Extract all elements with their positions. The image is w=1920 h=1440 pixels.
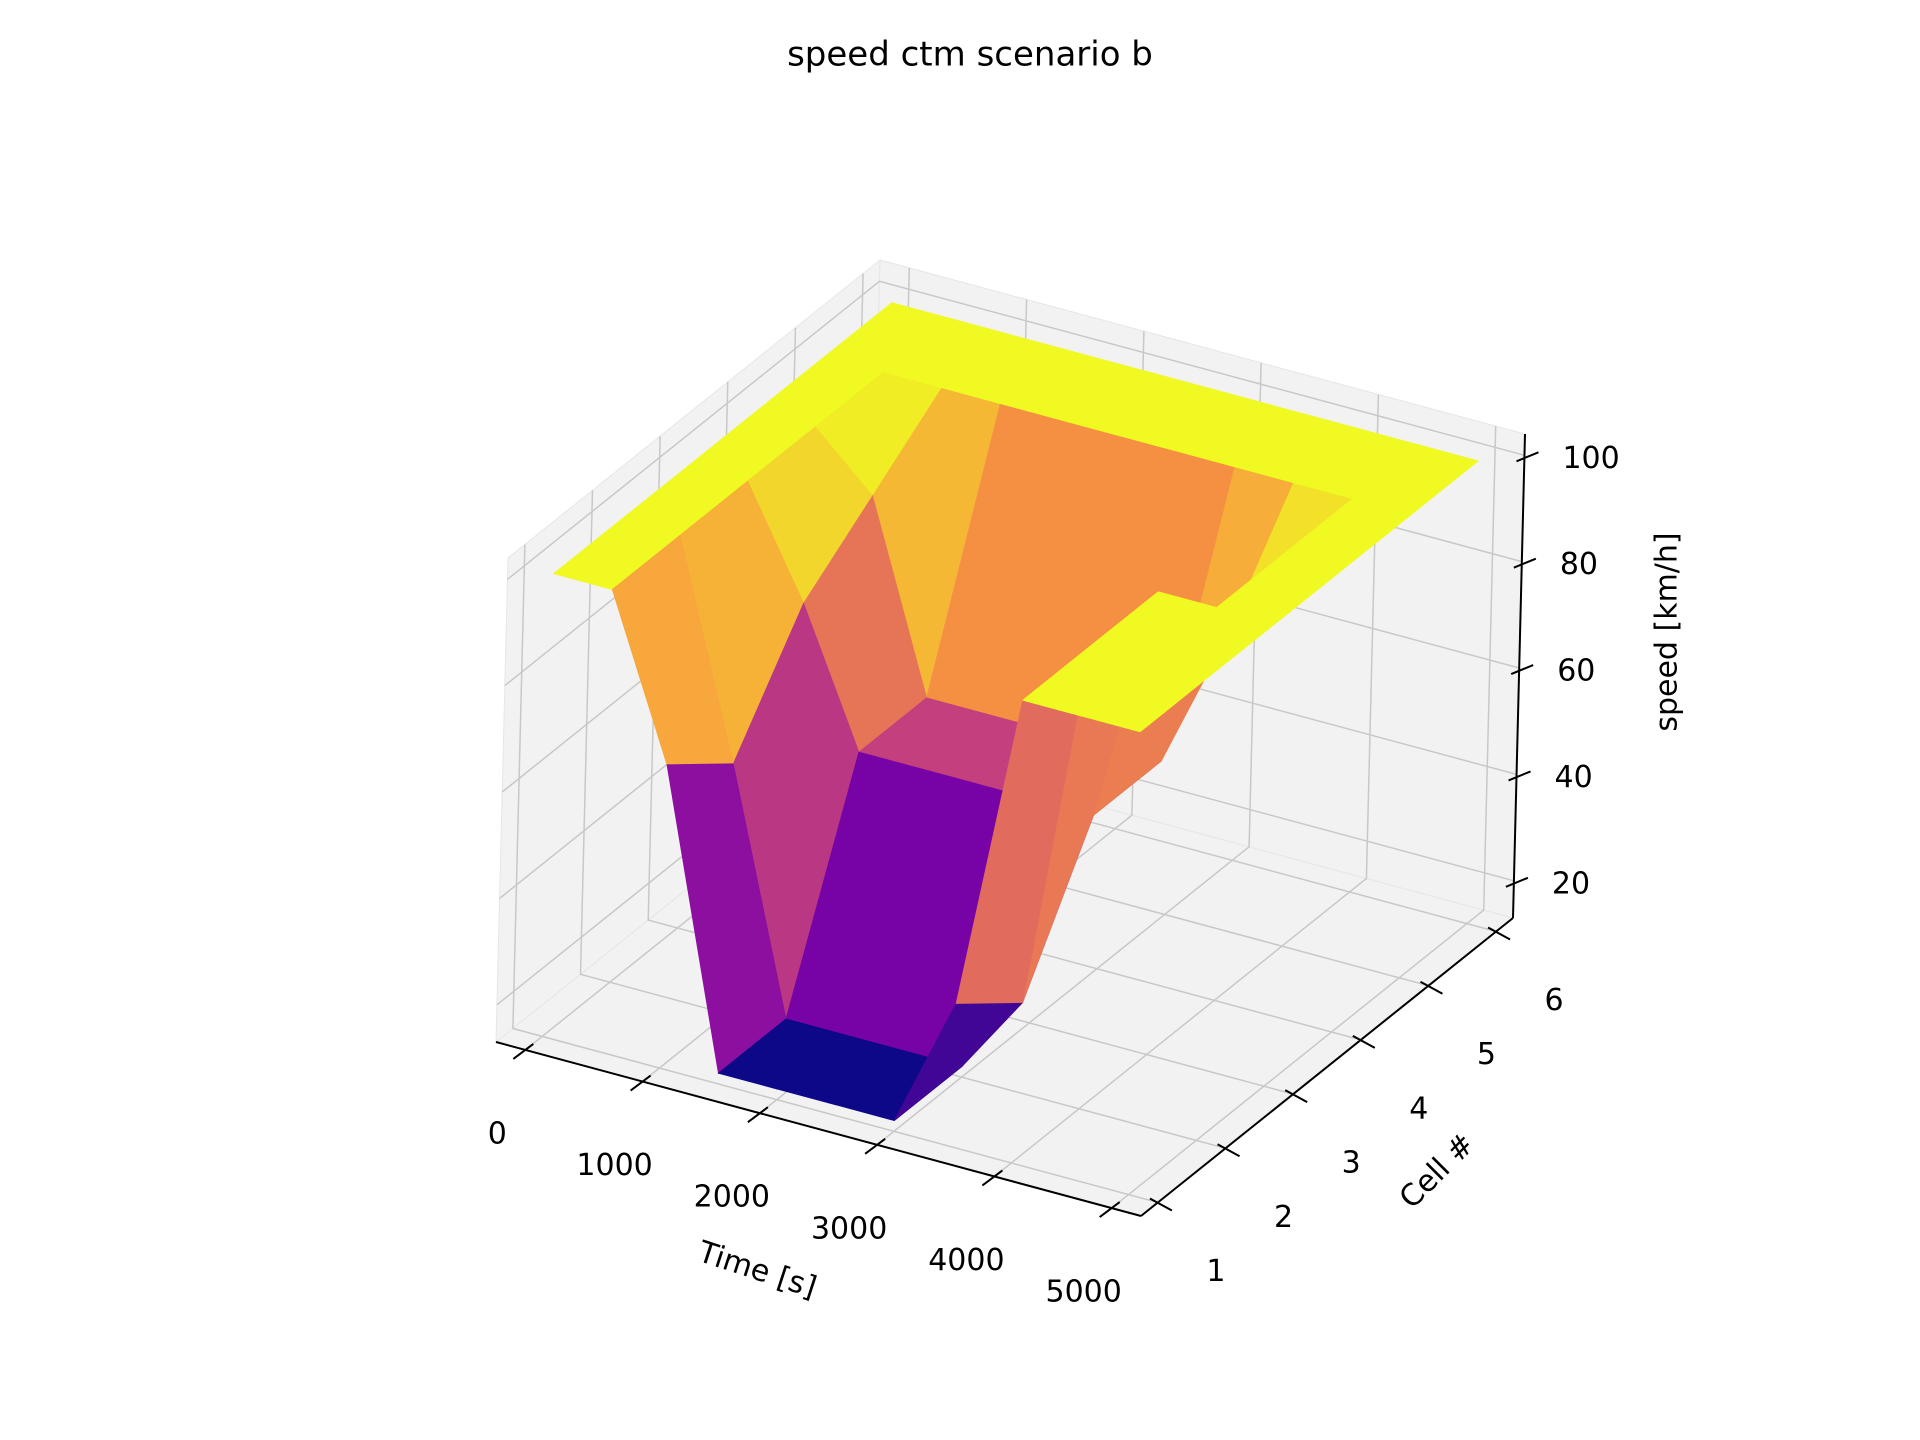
- y-axis-label: Cell #: [1393, 1127, 1482, 1216]
- y-tick-label: 6: [1545, 983, 1564, 1018]
- y-tick: [1419, 980, 1443, 995]
- grid-line: [1111, 426, 1497, 1209]
- z-axis-label: speed [km/h]: [1650, 532, 1685, 731]
- x-tick: [864, 1138, 886, 1155]
- y-tick-label: 5: [1477, 1037, 1496, 1072]
- z-tick: [1508, 770, 1531, 782]
- grid-line: [507, 280, 1525, 580]
- x-tick-label: 1000: [576, 1148, 652, 1183]
- x-tick: [747, 1106, 769, 1123]
- x-tick-label: 0: [488, 1116, 507, 1151]
- y-tick: [1284, 1089, 1308, 1103]
- y-axis-line: [1140, 917, 1514, 1217]
- z-axis-line: [1512, 433, 1526, 919]
- x-tick-label: 3000: [811, 1211, 887, 1246]
- z-tick: [1516, 451, 1539, 463]
- x-tick-label: 2000: [694, 1180, 770, 1215]
- z-tick: [1513, 557, 1537, 569]
- z-tick: [1510, 664, 1534, 675]
- y-tick: [1217, 1143, 1241, 1158]
- chart-title: speed ctm scenario b: [787, 35, 1153, 75]
- x-tick: [512, 1043, 534, 1060]
- grid-line: [512, 544, 1159, 1204]
- y-tick-label: 3: [1342, 1146, 1361, 1181]
- z-tick-label: 40: [1555, 760, 1593, 795]
- z-tick-label: 60: [1557, 654, 1595, 689]
- x-tick: [1099, 1201, 1121, 1218]
- surface-patch: [1080, 661, 1209, 733]
- z-tick: [1505, 876, 1529, 888]
- z-tick-label: 100: [1562, 441, 1619, 476]
- z-tick-label: 20: [1552, 866, 1590, 901]
- z-tick-label: 80: [1560, 547, 1598, 582]
- x-tick: [981, 1169, 1004, 1187]
- y-tick: [1487, 926, 1511, 941]
- x-axis-line: [495, 1041, 1142, 1217]
- y-tick-label: 1: [1206, 1254, 1225, 1289]
- y-tick-label: 2: [1274, 1200, 1293, 1235]
- axes: 0 1000 2000 3000 4000 5000 1 2 3 4 5 6 20 40 60 80 100: [488, 433, 1620, 1310]
- x-tick-label: 5000: [1046, 1275, 1122, 1310]
- grid-line: [579, 490, 1226, 1150]
- x-tick-label: 4000: [928, 1243, 1004, 1278]
- grid-line: [993, 394, 1380, 1178]
- y-tick-label: 4: [1409, 1091, 1428, 1126]
- x-axis-label: Time [s]: [693, 1234, 821, 1305]
- surface: [552, 302, 1480, 1122]
- y-tick: [1352, 1035, 1376, 1049]
- y-tick: [1149, 1197, 1173, 1212]
- x-tick: [629, 1074, 652, 1092]
